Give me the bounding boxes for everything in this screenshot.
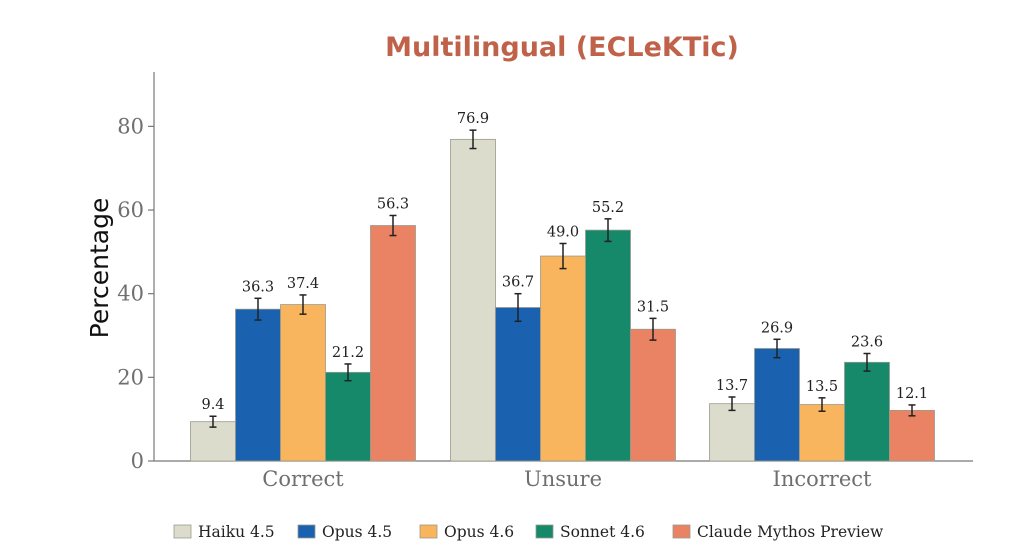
data-label: 76.9 (457, 111, 489, 127)
bar (754, 348, 800, 462)
data-label: 31.5 (637, 299, 669, 315)
error-bar (728, 396, 736, 412)
bar (585, 229, 631, 462)
bar (235, 308, 281, 462)
error-bar (469, 129, 477, 150)
legend-swatch (535, 524, 554, 539)
bar (370, 225, 416, 462)
legend-swatch (672, 524, 691, 539)
error-bar (818, 397, 826, 412)
legend-label: Claude Mythos Preview (697, 523, 884, 541)
legend-item: Opus 4.6 (419, 523, 514, 541)
error-bar (908, 404, 916, 417)
x-category-label: Unsure (524, 467, 602, 491)
y-tick-label: 80 (117, 114, 144, 138)
legend-label: Sonnet 4.6 (560, 523, 645, 541)
data-label: 26.9 (761, 320, 793, 336)
legend-item: Sonnet 4.6 (535, 523, 645, 541)
legend-label: Opus 4.5 (322, 523, 392, 541)
data-label: 36.3 (242, 279, 274, 295)
error-bar (514, 292, 522, 323)
data-label: 13.7 (716, 378, 748, 394)
error-bar (773, 338, 781, 359)
error-bar (649, 317, 657, 341)
bar (280, 304, 326, 462)
error-bar (344, 363, 352, 382)
error-bar (209, 415, 217, 428)
legend-item: Haiku 4.5 (173, 523, 275, 541)
data-label: 23.6 (851, 335, 883, 351)
data-label: 12.1 (896, 386, 928, 402)
legend-item: Claude Mythos Preview (672, 523, 884, 541)
data-label: 9.4 (201, 397, 224, 413)
bar (844, 361, 890, 462)
legend-swatch (297, 524, 316, 539)
legend-label: Haiku 4.5 (198, 523, 275, 541)
data-label: 36.7 (502, 275, 534, 291)
data-label: 56.3 (377, 196, 409, 212)
y-tick-label: 40 (117, 282, 144, 306)
legend-swatch (419, 524, 438, 539)
y-tick-label: 20 (117, 365, 144, 389)
legend-item: Opus 4.5 (297, 523, 392, 541)
bars: 9.4 36.3 37.4 21.2 56.3 76.9 36.7 49.0 55.2 31.5 1… (190, 111, 935, 462)
data-label: 49.0 (547, 224, 579, 240)
axes: 0 20 40 60 80 Correct Unsure Incorrect (117, 72, 973, 491)
error-bar (299, 294, 307, 315)
y-axis-label: Percentage (85, 198, 114, 339)
y-tick-label: 60 (117, 198, 144, 222)
y-tick-label: 0 (131, 449, 144, 473)
data-label: 21.2 (332, 345, 364, 361)
bar (630, 328, 676, 462)
error-bar (389, 214, 397, 237)
data-label: 13.5 (806, 379, 838, 395)
legend-swatch (173, 524, 192, 539)
x-category-label: Correct (262, 467, 344, 491)
legend: Haiku 4.5 Opus 4.5 Opus 4.6 Sonnet 4.6 Claud… (173, 523, 884, 541)
error-bar (863, 352, 871, 372)
legend-label: Opus 4.6 (444, 523, 514, 541)
bar (450, 138, 496, 462)
error-bar (604, 218, 612, 243)
bar (495, 307, 541, 462)
bar (889, 409, 935, 462)
data-label: 37.4 (287, 276, 319, 292)
error-bar (254, 297, 262, 321)
bar (709, 403, 755, 462)
bar (325, 371, 371, 462)
chart-title: Multilingual (ECLeKTic) (385, 32, 739, 63)
x-category-label: Incorrect (773, 467, 872, 491)
bar (799, 404, 845, 462)
bar (540, 255, 586, 462)
error-bar (559, 242, 567, 270)
data-label: 55.2 (592, 200, 624, 216)
